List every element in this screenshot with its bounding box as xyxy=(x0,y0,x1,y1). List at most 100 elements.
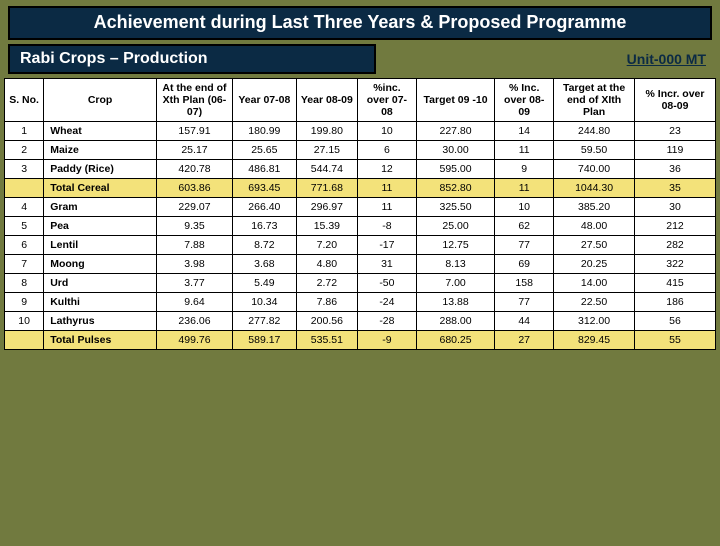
cell-y07: 3.68 xyxy=(232,254,296,273)
cell-crop: Gram xyxy=(44,197,157,216)
cell-pi07: 10 xyxy=(358,121,417,140)
cell-xth: 9.35 xyxy=(156,216,232,235)
cell-y07: 277.82 xyxy=(232,311,296,330)
cell-pi08: 158 xyxy=(495,273,554,292)
cell-pi08: 11 xyxy=(495,140,554,159)
cell-y07: 266.40 xyxy=(232,197,296,216)
cell-sno: 5 xyxy=(5,216,44,235)
cell-y08: 7.20 xyxy=(296,235,357,254)
table-row: 2Maize25.1725.6527.15630.001159.50119 xyxy=(5,140,716,159)
cell-crop: Paddy (Rice) xyxy=(44,159,157,178)
cell-t09: 12.75 xyxy=(416,235,494,254)
cell-sno: 1 xyxy=(5,121,44,140)
col-y07: Year 07-08 xyxy=(232,78,296,121)
col-t09: Target 09 -10 xyxy=(416,78,494,121)
cell-t09: 680.25 xyxy=(416,330,494,349)
cell-sno: 9 xyxy=(5,292,44,311)
cell-pi09: 23 xyxy=(635,121,716,140)
cell-y07: 486.81 xyxy=(232,159,296,178)
cell-xth: 603.86 xyxy=(156,178,232,197)
cell-xth: 157.91 xyxy=(156,121,232,140)
cell-pi09: 119 xyxy=(635,140,716,159)
cell-y08: 27.15 xyxy=(296,140,357,159)
cell-pi07: 11 xyxy=(358,178,417,197)
page-title: Achievement during Last Three Years & Pr… xyxy=(8,6,712,40)
cell-t09: 227.80 xyxy=(416,121,494,140)
col-pi08: % Inc. over 08-09 xyxy=(495,78,554,121)
cell-t09: 325.50 xyxy=(416,197,494,216)
cell-t09: 7.00 xyxy=(416,273,494,292)
cell-xth: 420.78 xyxy=(156,159,232,178)
table-header-row: S. No. Crop At the end of Xth Plan (06-0… xyxy=(5,78,716,121)
cell-pi07: -24 xyxy=(358,292,417,311)
cell-pi08: 77 xyxy=(495,235,554,254)
cell-pi07: 11 xyxy=(358,197,417,216)
cell-pi07: 12 xyxy=(358,159,417,178)
cell-y07: 10.34 xyxy=(232,292,296,311)
col-pi07: %inc. over 07-08 xyxy=(358,78,417,121)
col-pi09: % Incr. over 08-09 xyxy=(635,78,716,121)
cell-sno xyxy=(5,178,44,197)
cell-pi09: 56 xyxy=(635,311,716,330)
cell-txi: 22.50 xyxy=(554,292,635,311)
cell-xth: 25.17 xyxy=(156,140,232,159)
cell-crop: Moong xyxy=(44,254,157,273)
cell-t09: 13.88 xyxy=(416,292,494,311)
cell-sno: 4 xyxy=(5,197,44,216)
cell-t09: 25.00 xyxy=(416,216,494,235)
cell-xth: 9.64 xyxy=(156,292,232,311)
cell-pi07: 31 xyxy=(358,254,417,273)
cell-pi08: 11 xyxy=(495,178,554,197)
cell-pi09: 282 xyxy=(635,235,716,254)
cell-t09: 852.80 xyxy=(416,178,494,197)
cell-xth: 3.98 xyxy=(156,254,232,273)
col-crop: Crop xyxy=(44,78,157,121)
cell-pi09: 322 xyxy=(635,254,716,273)
cell-crop: Total Pulses xyxy=(44,330,157,349)
cell-sno xyxy=(5,330,44,349)
cell-pi08: 77 xyxy=(495,292,554,311)
cell-pi08: 27 xyxy=(495,330,554,349)
cell-y07: 25.65 xyxy=(232,140,296,159)
cell-y08: 296.97 xyxy=(296,197,357,216)
table-row: 1Wheat157.91180.99199.8010227.8014244.80… xyxy=(5,121,716,140)
cell-pi08: 62 xyxy=(495,216,554,235)
cell-pi08: 44 xyxy=(495,311,554,330)
cell-pi07: -50 xyxy=(358,273,417,292)
cell-pi08: 14 xyxy=(495,121,554,140)
cell-pi07: -9 xyxy=(358,330,417,349)
cell-sno: 7 xyxy=(5,254,44,273)
cell-xth: 229.07 xyxy=(156,197,232,216)
cell-pi08: 9 xyxy=(495,159,554,178)
cell-txi: 740.00 xyxy=(554,159,635,178)
cell-y07: 693.45 xyxy=(232,178,296,197)
cell-pi08: 69 xyxy=(495,254,554,273)
cell-y08: 4.80 xyxy=(296,254,357,273)
cell-pi07: -28 xyxy=(358,311,417,330)
subhead-row: Rabi Crops – Production Unit-000 MT xyxy=(8,44,712,74)
cell-y08: 2.72 xyxy=(296,273,357,292)
cell-t09: 8.13 xyxy=(416,254,494,273)
cell-y07: 5.49 xyxy=(232,273,296,292)
cell-crop: Lentil xyxy=(44,235,157,254)
cell-crop: Kulthi xyxy=(44,292,157,311)
table-row: 8Urd3.775.492.72-507.0015814.00415 xyxy=(5,273,716,292)
table-row: 7Moong3.983.684.80318.136920.25322 xyxy=(5,254,716,273)
cell-sno: 3 xyxy=(5,159,44,178)
cell-y07: 8.72 xyxy=(232,235,296,254)
cell-txi: 385.20 xyxy=(554,197,635,216)
cell-crop: Total Cereal xyxy=(44,178,157,197)
table-row: Total Cereal603.86693.45771.6811852.8011… xyxy=(5,178,716,197)
cell-sno: 2 xyxy=(5,140,44,159)
col-sno: S. No. xyxy=(5,78,44,121)
cell-pi07: -8 xyxy=(358,216,417,235)
cell-y08: 544.74 xyxy=(296,159,357,178)
cell-pi09: 212 xyxy=(635,216,716,235)
col-txi: Target at the end of XIth Plan xyxy=(554,78,635,121)
col-xth: At the end of Xth Plan (06-07) xyxy=(156,78,232,121)
cell-txi: 244.80 xyxy=(554,121,635,140)
cell-y08: 15.39 xyxy=(296,216,357,235)
cell-xth: 236.06 xyxy=(156,311,232,330)
cell-y07: 589.17 xyxy=(232,330,296,349)
table-row: 6Lentil7.888.727.20-1712.757727.50282 xyxy=(5,235,716,254)
